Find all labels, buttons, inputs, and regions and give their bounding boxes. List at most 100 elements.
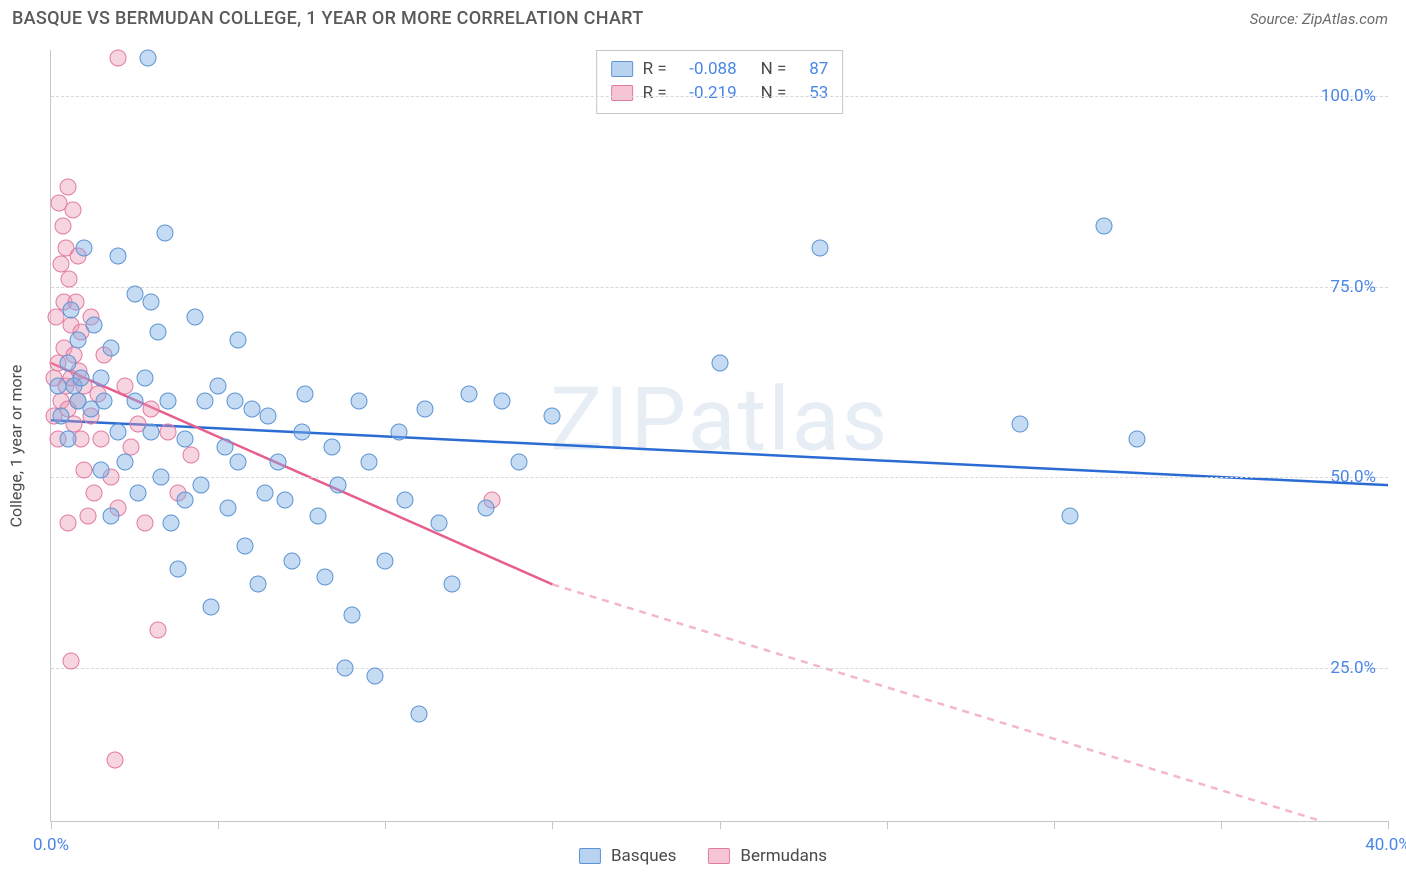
x-tick xyxy=(887,821,888,829)
data-point xyxy=(711,354,728,371)
r-value: -0.088 xyxy=(677,59,737,79)
data-point xyxy=(323,438,340,455)
data-point xyxy=(149,622,166,639)
data-point xyxy=(149,324,166,341)
legend-label: Bermudans xyxy=(740,846,827,866)
data-point xyxy=(93,461,110,478)
data-point xyxy=(417,400,434,417)
data-point xyxy=(460,385,477,402)
y-tick-label: 25.0% xyxy=(1330,658,1376,678)
legend-label: Basques xyxy=(611,846,676,866)
data-point xyxy=(153,469,170,486)
n-label: N = xyxy=(761,59,787,79)
correlation-legend: R =-0.088N =87R =-0.219N =53 xyxy=(596,50,844,114)
data-point xyxy=(330,477,347,494)
data-point xyxy=(86,484,103,501)
data-point xyxy=(220,500,237,517)
data-point xyxy=(1062,507,1079,524)
data-point xyxy=(250,576,267,593)
data-point xyxy=(159,423,176,440)
data-point xyxy=(59,179,76,196)
data-point xyxy=(96,393,113,410)
data-point xyxy=(397,492,414,509)
data-point xyxy=(226,393,243,410)
source-attribution: Source: ZipAtlas.com xyxy=(1250,10,1388,28)
data-point xyxy=(176,492,193,509)
data-point xyxy=(139,49,156,66)
legend-item: Bermudans xyxy=(708,846,827,866)
x-tick xyxy=(552,821,553,829)
data-point xyxy=(93,370,110,387)
gridline xyxy=(51,287,1388,288)
data-point xyxy=(186,309,203,326)
data-point xyxy=(216,438,233,455)
data-point xyxy=(210,377,227,394)
data-point xyxy=(1095,217,1112,234)
data-point xyxy=(193,477,210,494)
data-point xyxy=(230,332,247,349)
data-point xyxy=(103,339,120,356)
data-point xyxy=(1129,431,1146,448)
data-point xyxy=(126,393,143,410)
data-point xyxy=(126,286,143,303)
legend-row: R =-0.088N =87 xyxy=(611,57,829,81)
legend-swatch xyxy=(579,848,601,864)
data-point xyxy=(69,332,86,349)
data-point xyxy=(59,354,76,371)
data-point xyxy=(49,377,66,394)
data-point xyxy=(430,515,447,532)
gridline xyxy=(51,477,1388,478)
data-point xyxy=(63,301,80,318)
y-tick-label: 100.0% xyxy=(1321,86,1376,106)
x-tick xyxy=(1221,821,1222,829)
data-point xyxy=(283,553,300,570)
data-point xyxy=(377,553,394,570)
legend-swatch xyxy=(708,848,730,864)
data-point xyxy=(477,500,494,517)
data-point xyxy=(544,408,561,425)
data-point xyxy=(350,393,367,410)
data-point xyxy=(183,446,200,463)
x-tick xyxy=(720,821,721,829)
y-tick-label: 50.0% xyxy=(1330,467,1376,487)
series-legend: Basques Bermudans xyxy=(579,846,827,866)
legend-swatch xyxy=(611,85,633,101)
data-point xyxy=(103,507,120,524)
data-point xyxy=(203,599,220,616)
data-point xyxy=(260,408,277,425)
x-tick xyxy=(51,821,52,829)
data-point xyxy=(256,484,273,501)
data-point xyxy=(109,248,126,265)
data-point xyxy=(54,217,71,234)
data-point xyxy=(109,49,126,66)
data-point xyxy=(143,400,160,417)
data-point xyxy=(176,431,193,448)
data-point xyxy=(170,561,187,578)
data-point xyxy=(86,316,103,333)
data-point xyxy=(129,484,146,501)
data-point xyxy=(64,202,81,219)
data-point xyxy=(390,423,407,440)
data-point xyxy=(230,454,247,471)
data-point xyxy=(143,423,160,440)
data-point xyxy=(156,225,173,242)
data-point xyxy=(494,393,511,410)
data-point xyxy=(63,652,80,669)
data-point xyxy=(510,454,527,471)
n-label: N = xyxy=(761,83,787,103)
data-point xyxy=(310,507,327,524)
r-label: R = xyxy=(643,83,667,103)
r-label: R = xyxy=(643,59,667,79)
data-point xyxy=(317,568,334,585)
data-point xyxy=(109,423,126,440)
data-point xyxy=(343,606,360,623)
legend-row: R =-0.219N =53 xyxy=(611,81,829,105)
legend-swatch xyxy=(611,61,633,77)
y-axis-label: College, 1 year or more xyxy=(7,365,26,528)
data-point xyxy=(337,660,354,677)
data-point xyxy=(243,400,260,417)
x-tick-label: 0.0% xyxy=(33,835,69,855)
data-point xyxy=(196,393,213,410)
data-point xyxy=(367,667,384,684)
data-point xyxy=(61,271,78,288)
